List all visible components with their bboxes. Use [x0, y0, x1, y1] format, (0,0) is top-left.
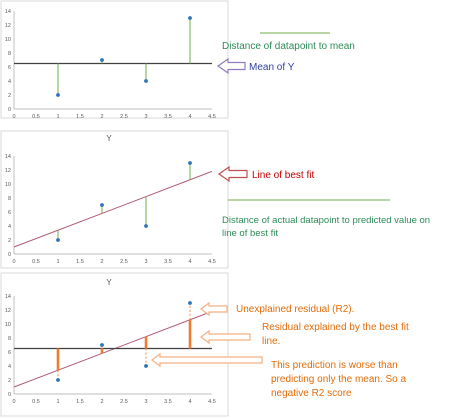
x-tick-label: 3 [144, 399, 147, 405]
x-tick-label: 4 [188, 259, 191, 265]
p3-worse-note-line1: This prediction is worse than [271, 360, 398, 371]
p1-mean-note: Mean of Y [249, 62, 295, 73]
p1-distance-note: Distance of datapoint to mean [222, 41, 355, 52]
x-tick-label: 2 [100, 114, 103, 120]
x-tick-label: 4 [188, 114, 191, 120]
x-tick-label: 1 [56, 399, 59, 405]
p3-worse-arrow [151, 352, 263, 368]
x-tick-label: 1.5 [76, 114, 84, 120]
p3-unexplained-arrow [200, 301, 228, 317]
y-tick-label: 6 [8, 350, 11, 356]
x-tick-label: 4.5 [208, 399, 216, 405]
x-tick-label: 4 [188, 399, 191, 405]
p2-fit-arrow [217, 165, 248, 183]
p1-mean-arrow [216, 57, 246, 75]
y-tick-label: 10 [5, 37, 11, 43]
p2-distance-note-line1: Distance of actual datapoint to predicte… [222, 215, 430, 226]
y-tick-label: 10 [5, 322, 11, 328]
x-tick-label: 3.5 [164, 399, 172, 405]
y-tick-label: 14 [5, 294, 11, 300]
y-tick-label: 6 [8, 65, 11, 71]
y-tick-label: 8 [8, 336, 11, 342]
panel-2-frame [0, 130, 229, 269]
x-tick-label: 0.5 [32, 259, 40, 265]
data-point [188, 161, 192, 165]
data-point [100, 58, 104, 62]
data-point [100, 343, 104, 347]
y-tick-label: 12 [5, 168, 11, 174]
y-tick-label: 4 [8, 364, 11, 370]
x-tick-label: 3 [144, 259, 147, 265]
data-point [188, 16, 192, 20]
x-tick-label: 4.5 [208, 114, 216, 120]
data-point [188, 301, 192, 305]
p3-explained-arrow [200, 329, 251, 345]
y-tick-label: 12 [5, 23, 11, 29]
x-tick-label: 0.5 [32, 114, 40, 120]
x-tick-label: 2 [100, 399, 103, 405]
p2-distance-note-line2: line of best fit [222, 228, 278, 239]
x-tick-label: 2.5 [120, 114, 128, 120]
panel-3-frame [0, 272, 229, 417]
p3-explained-note-line1: Residual explained by the best fit [262, 322, 409, 333]
x-tick-label: 0 [12, 259, 15, 265]
y-tick-label: 14 [5, 154, 11, 160]
x-tick-label: 1.5 [76, 399, 84, 405]
data-point [144, 224, 148, 228]
y-tick-label: 2 [8, 238, 11, 244]
y-tick-label: 0 [8, 392, 11, 398]
y-tick-label: 6 [8, 210, 11, 216]
chart-explained-unexplained: 0 0.5 1 1.5 2 2.5 3 3.5 4 4.5 0 2 4 6 8 10 12 14 [5, 294, 216, 405]
x-tick-label: 3.5 [164, 259, 172, 265]
x-tick-label: 1.5 [76, 259, 84, 265]
x-tick-label: 0 [12, 399, 15, 405]
data-point [144, 79, 148, 83]
y-tick-label: 4 [8, 79, 11, 85]
y-tick-label: 12 [5, 308, 11, 314]
chart-mean-residuals: 0 0.5 1 1.5 2 2.5 3 3.5 4 4.5 0 2 4 6 8 10 12 14 [5, 9, 216, 120]
x-tick-label: 2 [100, 259, 103, 265]
y-tick-label: 2 [8, 378, 11, 384]
best-fit-line [13, 170, 213, 248]
y-tick-label: 0 [8, 107, 11, 113]
chart-fit-residuals: 0 0.5 1 1.5 2 2.5 3 3.5 4 4.5 0 2 4 6 8 10 12 14 [5, 154, 216, 265]
y-tick-label: 8 [8, 51, 11, 57]
best-fit-line [13, 310, 213, 388]
y-tick-label: 8 [8, 196, 11, 202]
x-tick-label: 1 [56, 259, 59, 265]
data-point [56, 378, 60, 382]
p3-explained-note-line2: line. [262, 336, 280, 347]
x-tick-label: 0 [12, 114, 15, 120]
chart-2-title: Y [106, 134, 112, 143]
data-point [56, 238, 60, 242]
x-tick-label: 1 [56, 114, 59, 120]
y-tick-label: 10 [5, 182, 11, 188]
p3-worse-note-line3: negative R2 score [271, 388, 352, 399]
panel-1-frame [0, 0, 229, 119]
data-point [56, 93, 60, 97]
chart-3-title: Y [106, 278, 112, 287]
x-tick-label: 0.5 [32, 399, 40, 405]
x-tick-label: 4.5 [208, 259, 216, 265]
p3-worse-note-line2: predicting only the mean. So a [271, 374, 407, 385]
x-tick-label: 2.5 [120, 259, 128, 265]
data-point [100, 203, 104, 207]
y-tick-label: 14 [5, 9, 11, 15]
p3-unexplained-note: Unexplained residual (R2). [236, 304, 354, 315]
p2-fit-note: Line of best fit [252, 170, 314, 181]
x-tick-label: 3.5 [164, 114, 172, 120]
y-tick-label: 4 [8, 224, 11, 230]
x-tick-label: 3 [144, 114, 147, 120]
data-point [144, 364, 148, 368]
y-tick-label: 0 [8, 252, 11, 258]
y-tick-label: 2 [8, 93, 11, 99]
x-tick-label: 2.5 [120, 399, 128, 405]
